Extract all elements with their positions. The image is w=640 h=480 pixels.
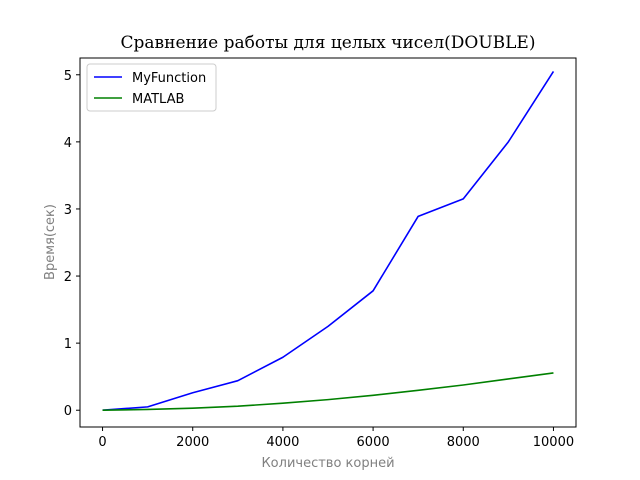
x-tick-label: 6000 xyxy=(357,435,390,450)
x-tick-label: 4000 xyxy=(266,435,299,450)
legend-box xyxy=(86,63,217,112)
y-axis: 0 1 2 3 4 5 xyxy=(64,69,80,419)
y-axis-label: Время(сек) xyxy=(43,204,58,280)
x-axis: 0 2000 4000 6000 8000 10000 xyxy=(98,427,574,450)
y-tick-label: 2 xyxy=(64,270,72,285)
axes-frame xyxy=(79,57,577,428)
series-line-matlab xyxy=(102,372,554,412)
y-tick-label: 0 xyxy=(64,404,72,419)
legend-label: MATLAB xyxy=(132,92,184,107)
y-tick-label: 4 xyxy=(64,136,72,151)
x-tick-label: 0 xyxy=(98,435,106,450)
x-tick-label: 10000 xyxy=(533,435,574,450)
plot-area xyxy=(102,70,555,412)
x-tick-label: 8000 xyxy=(447,435,480,450)
y-tick-label: 3 xyxy=(64,203,72,218)
x-tick-label: 2000 xyxy=(176,435,209,450)
y-tick-label: 5 xyxy=(64,69,72,84)
y-tick-label: 1 xyxy=(64,337,72,352)
x-axis-label: Количество корней xyxy=(261,456,394,471)
legend: MyFunction MATLAB xyxy=(86,63,217,112)
legend-label: MyFunction xyxy=(132,71,206,86)
chart-title: Сравнение работы для целых чисел(DOUBLE) xyxy=(121,33,536,53)
series-line-myfunction xyxy=(102,70,555,412)
